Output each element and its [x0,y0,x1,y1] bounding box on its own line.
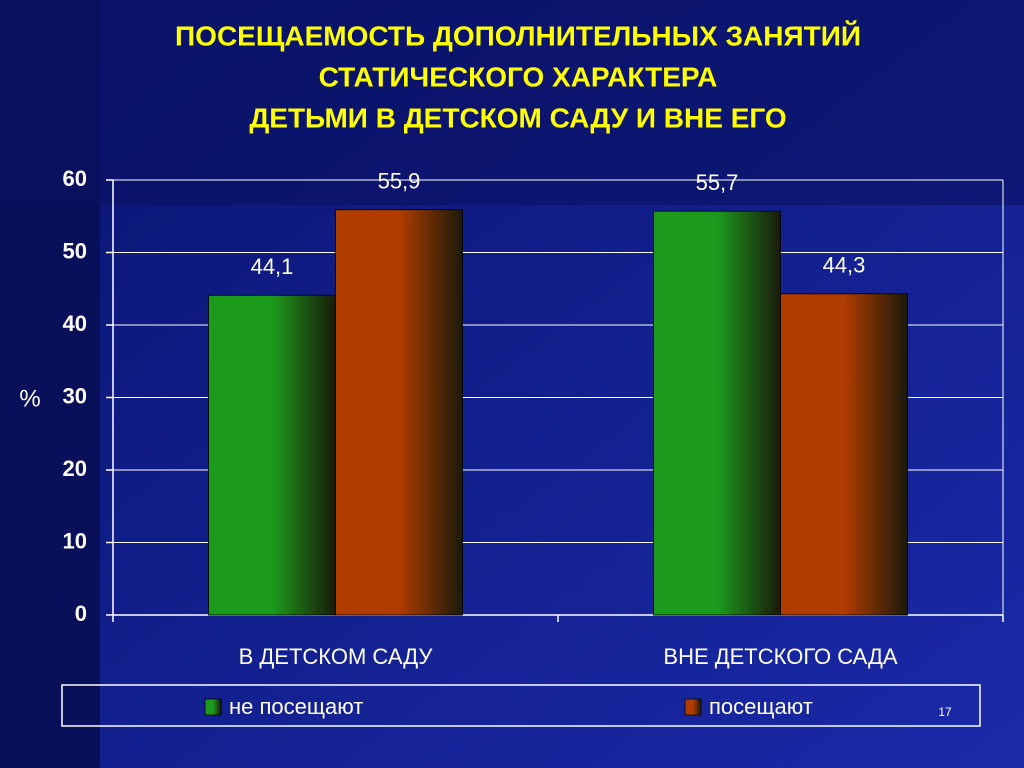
y-tick-label: 50 [63,238,87,263]
legend-box [61,684,981,727]
y-tick-label: 60 [63,166,87,191]
legend-label: посещают [709,694,813,719]
y-tick-label: 40 [63,311,87,336]
y-tick-label: 30 [63,383,87,408]
legend-swatch [684,698,702,716]
value-label: 44,3 [823,253,866,278]
header-band [0,0,1024,205]
value-label: 44,1 [251,254,294,279]
x-tick-label: В ДЕТСКОМ САДУ [239,644,434,669]
y-tick-label: 10 [63,528,87,553]
x-tick-label: ВНЕ ДЕТСКОГО САДА [663,644,898,669]
bar [780,293,908,616]
title-line: ПОСЕЩАЕМОСТЬ ДОПОЛНИТЕЛЬНЫХ ЗАНЯТИЙ [175,19,861,51]
bar [335,209,463,616]
y-tick-label: 20 [63,456,87,481]
legend-swatch [204,698,222,716]
page-number: 17 [938,705,952,719]
bar [653,210,781,616]
title-line: ДЕТЬМИ В ДЕТСКОМ САДУ И ВНЕ ЕГО [249,102,786,133]
y-axis-label: % [19,385,40,412]
value-label: 55,9 [378,169,421,194]
bar [208,294,336,616]
legend-label: не посещают [229,694,363,719]
y-tick-label: 0 [75,601,87,626]
title-line: СТАТИЧЕСКОГО ХАРАКТЕРА [319,61,718,92]
value-label: 55,7 [696,170,739,195]
